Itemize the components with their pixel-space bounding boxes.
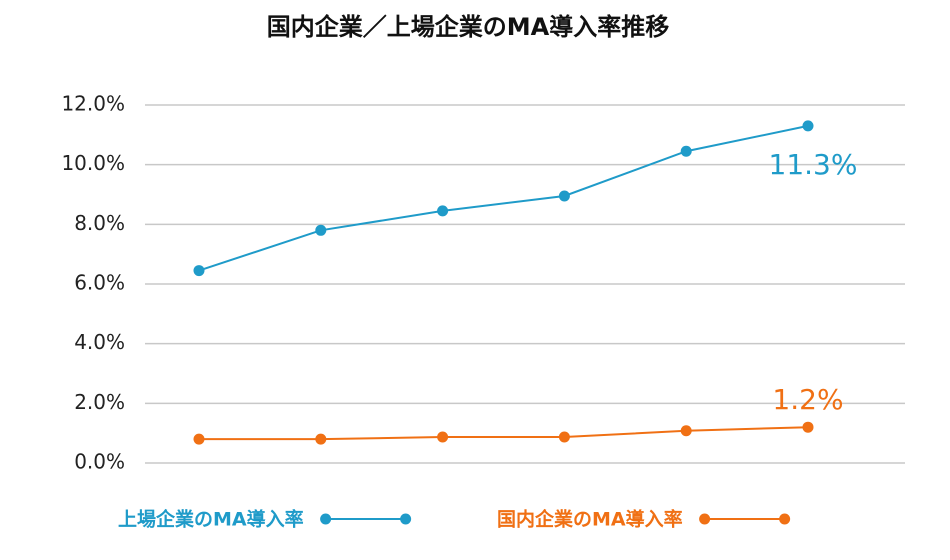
value-label: 11.3%	[769, 148, 858, 181]
chart-title: 国内企業／上場企業のMA導入率推移	[267, 13, 669, 41]
series-line	[198, 124, 809, 272]
point	[802, 120, 814, 132]
value-label: 1.2%	[772, 383, 843, 416]
legend-label: 国内企業のMA導入率	[497, 508, 683, 531]
point	[437, 205, 449, 217]
y-tick-label: 4.0%	[74, 330, 125, 354]
y-tick-label: 12.0%	[61, 92, 125, 116]
legend-swatch	[779, 513, 791, 525]
legend-swatch	[400, 513, 412, 525]
y-tick-label: 6.0%	[74, 271, 125, 295]
point	[315, 224, 327, 236]
legend-label: 上場企業のMA導入率	[118, 508, 304, 531]
legend-swatch	[699, 513, 711, 525]
point	[680, 145, 692, 157]
point	[802, 421, 814, 433]
y-tick-label: 10.0%	[61, 151, 125, 175]
legend-swatch	[320, 513, 332, 525]
series-line	[199, 426, 809, 441]
y-tick-label: 2.0%	[74, 390, 125, 414]
y-tick-label: 8.0%	[74, 211, 125, 235]
y-tick-label: 0.0%	[74, 450, 125, 474]
point	[193, 433, 205, 445]
point	[315, 433, 327, 445]
point	[193, 265, 205, 277]
point	[680, 425, 692, 437]
point	[558, 431, 570, 443]
point	[558, 190, 570, 202]
point	[437, 431, 449, 443]
